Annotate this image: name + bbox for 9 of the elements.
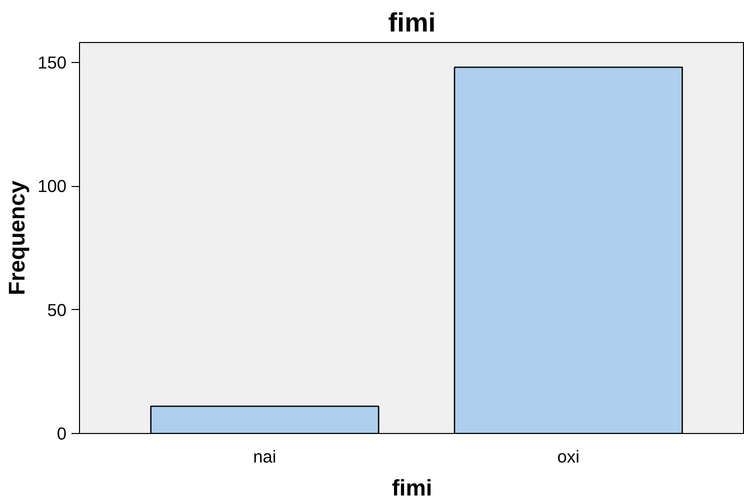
y-axis-title: Frequency bbox=[4, 180, 30, 296]
y-tick-label: 100 bbox=[38, 176, 67, 196]
y-tick-label: 50 bbox=[47, 300, 67, 320]
chart-title: fimi bbox=[388, 8, 436, 38]
y-tick-label: 150 bbox=[38, 52, 67, 72]
y-tick-label: 0 bbox=[56, 424, 67, 444]
x-axis-title: fimi bbox=[392, 474, 432, 500]
x-tick-label: oxi bbox=[557, 446, 580, 466]
x-tick-label: nai bbox=[253, 446, 276, 466]
